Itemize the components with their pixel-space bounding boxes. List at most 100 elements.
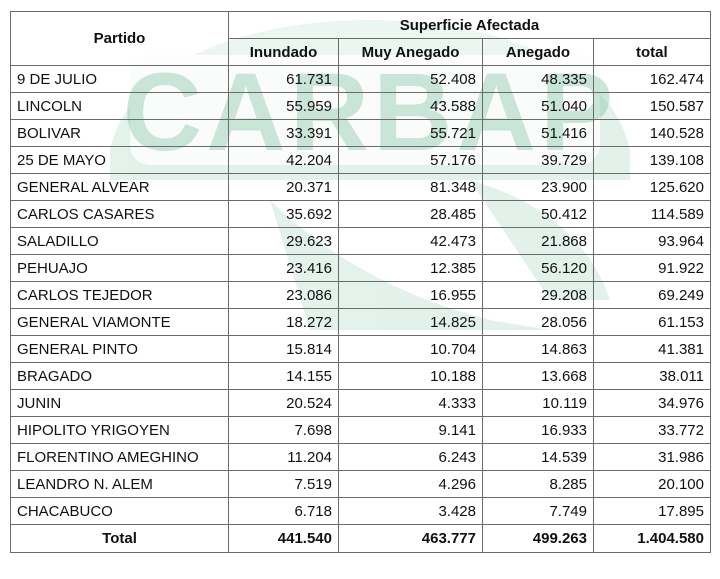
cell-inundado: 61.731	[228, 65, 339, 93]
cell-total: 91.922	[593, 254, 711, 282]
cell-anegado: 39.729	[482, 146, 594, 174]
table-row: 25 DE MAYO 42.204 57.176 39.729 139.108	[10, 146, 711, 174]
table-row: CARLOS TEJEDOR 23.086 16.955 29.208 69.249	[10, 281, 711, 309]
cell-total: 20.100	[593, 470, 711, 498]
cell-anegado: 10.119	[482, 389, 594, 417]
cell-anegado: 16.933	[482, 416, 594, 444]
cell-muy-anegado: 28.485	[338, 200, 483, 228]
totals-label: Total	[10, 524, 229, 553]
table-row: HIPOLITO YRIGOYEN 7.698 9.141 16.933 33.772	[10, 416, 711, 444]
cell-anegado: 23.900	[482, 173, 594, 201]
totals-muy-anegado: 463.777	[338, 524, 483, 553]
cell-muy-anegado: 4.296	[338, 470, 483, 498]
cell-partido: 9 DE JULIO	[10, 65, 229, 93]
cell-inundado: 18.272	[228, 308, 339, 336]
cell-anegado: 48.335	[482, 65, 594, 93]
cell-partido: JUNIN	[10, 389, 229, 417]
cell-total: 69.249	[593, 281, 711, 309]
cell-partido: BRAGADO	[10, 362, 229, 390]
cell-anegado: 21.868	[482, 227, 594, 255]
cell-inundado: 29.623	[228, 227, 339, 255]
cell-anegado: 8.285	[482, 470, 594, 498]
cell-total: 31.986	[593, 443, 711, 471]
cell-partido: GENERAL ALVEAR	[10, 173, 229, 201]
header-total: total	[593, 38, 711, 66]
cell-anegado: 7.749	[482, 497, 594, 525]
table-row: GENERAL VIAMONTE 18.272 14.825 28.056 61.153	[10, 308, 711, 336]
cell-muy-anegado: 12.385	[338, 254, 483, 282]
cell-inundado: 55.959	[228, 92, 339, 120]
cell-partido: FLORENTINO AMEGHINO	[10, 443, 229, 471]
cell-total: 38.011	[593, 362, 711, 390]
cell-anegado: 29.208	[482, 281, 594, 309]
cell-partido: HIPOLITO YRIGOYEN	[10, 416, 229, 444]
cell-inundado: 20.371	[228, 173, 339, 201]
cell-inundado: 14.155	[228, 362, 339, 390]
cell-anegado: 51.416	[482, 119, 594, 147]
cell-anegado: 13.668	[482, 362, 594, 390]
cell-inundado: 7.519	[228, 470, 339, 498]
cell-total: 125.620	[593, 173, 711, 201]
cell-total: 140.528	[593, 119, 711, 147]
cell-inundado: 20.524	[228, 389, 339, 417]
cell-partido: PEHUAJO	[10, 254, 229, 282]
cell-partido: CARLOS CASARES	[10, 200, 229, 228]
table-row: GENERAL ALVEAR 20.371 81.348 23.900 125.620	[10, 173, 711, 201]
table-row: CHACABUCO 6.718 3.428 7.749 17.895	[10, 497, 711, 525]
cell-muy-anegado: 81.348	[338, 173, 483, 201]
cell-total: 33.772	[593, 416, 711, 444]
cell-total: 17.895	[593, 497, 711, 525]
cell-partido: 25 DE MAYO	[10, 146, 229, 174]
cell-partido: CARLOS TEJEDOR	[10, 281, 229, 309]
cell-anegado: 51.040	[482, 92, 594, 120]
totals-anegado: 499.263	[482, 524, 594, 553]
table-row: GENERAL PINTO 15.814 10.704 14.863 41.381	[10, 335, 711, 363]
cell-muy-anegado: 55.721	[338, 119, 483, 147]
cell-muy-anegado: 4.333	[338, 389, 483, 417]
header-row-2: Inundado Muy Anegado Anegado total	[11, 38, 711, 66]
cell-total: 114.589	[593, 200, 711, 228]
header-row-1: Partido Superficie Afectada	[10, 11, 711, 66]
header-anegado: Anegado	[482, 38, 594, 66]
table-row: JUNIN 20.524 4.333 10.119 34.976	[10, 389, 711, 417]
cell-muy-anegado: 10.704	[338, 335, 483, 363]
cell-anegado: 50.412	[482, 200, 594, 228]
header-superficie-afectada: Superficie Afectada	[228, 11, 711, 39]
cell-partido: LEANDRO N. ALEM	[10, 470, 229, 498]
cell-total: 139.108	[593, 146, 711, 174]
cell-total: 93.964	[593, 227, 711, 255]
table-row: FLORENTINO AMEGHINO 11.204 6.243 14.539 31.9…	[10, 443, 711, 471]
header-partido: Partido	[10, 11, 229, 66]
cell-partido: GENERAL VIAMONTE	[10, 308, 229, 336]
cell-inundado: 11.204	[228, 443, 339, 471]
cell-total: 150.587	[593, 92, 711, 120]
cell-muy-anegado: 6.243	[338, 443, 483, 471]
totals-total: 1.404.580	[593, 524, 711, 553]
cell-inundado: 23.416	[228, 254, 339, 282]
header-muy-anegado: Muy Anegado	[338, 38, 483, 66]
cell-anegado: 14.863	[482, 335, 594, 363]
cell-muy-anegado: 9.141	[338, 416, 483, 444]
cell-total: 61.153	[593, 308, 711, 336]
table-row: CARLOS CASARES 35.692 28.485 50.412 114.589	[10, 200, 711, 228]
superficie-table: Partido Superficie Afectada Inundado Muy…	[10, 11, 711, 553]
cell-anegado: 28.056	[482, 308, 594, 336]
cell-total: 162.474	[593, 65, 711, 93]
header-inundado: Inundado	[228, 38, 339, 66]
cell-partido: SALADILLO	[10, 227, 229, 255]
cell-partido: BOLIVAR	[10, 119, 229, 147]
cell-muy-anegado: 43.588	[338, 92, 483, 120]
table-row: SALADILLO 29.623 42.473 21.868 93.964	[10, 227, 711, 255]
table-row: BRAGADO 14.155 10.188 13.668 38.011	[10, 362, 711, 390]
cell-total: 34.976	[593, 389, 711, 417]
cell-inundado: 35.692	[228, 200, 339, 228]
cell-partido: GENERAL PINTO	[10, 335, 229, 363]
cell-muy-anegado: 52.408	[338, 65, 483, 93]
cell-inundado: 23.086	[228, 281, 339, 309]
cell-muy-anegado: 16.955	[338, 281, 483, 309]
totals-inundado: 441.540	[228, 524, 339, 553]
cell-muy-anegado: 42.473	[338, 227, 483, 255]
cell-partido: LINCOLN	[10, 92, 229, 120]
cell-muy-anegado: 14.825	[338, 308, 483, 336]
cell-inundado: 6.718	[228, 497, 339, 525]
